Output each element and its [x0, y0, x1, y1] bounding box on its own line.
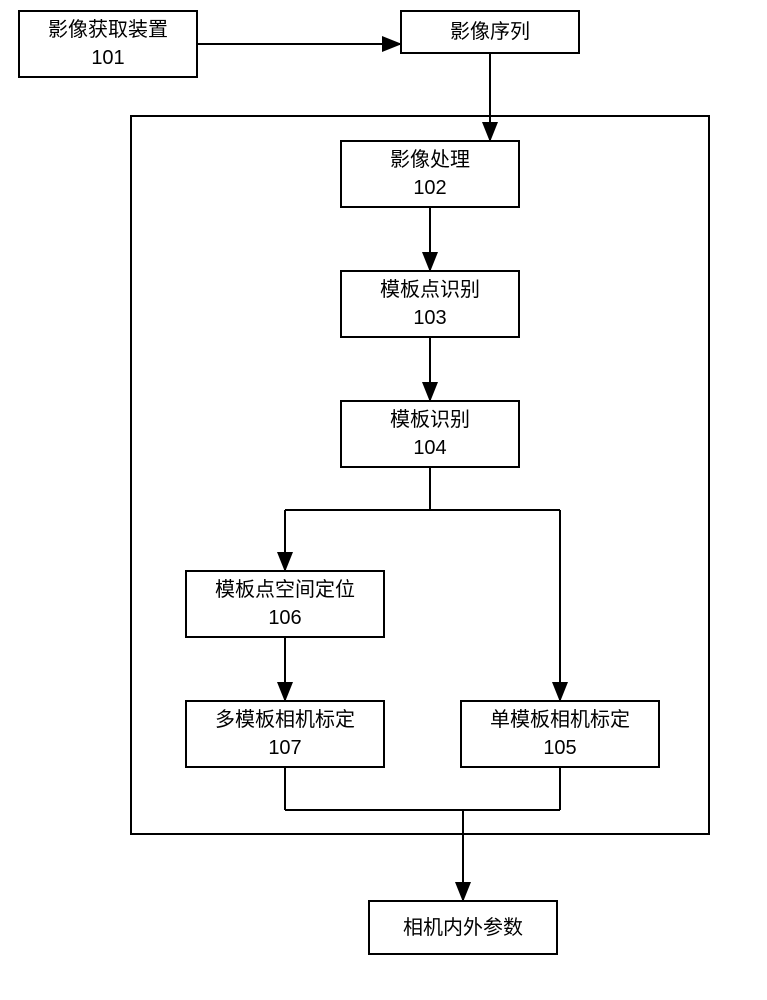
node-106-label: 模板点空间定位 — [215, 576, 355, 604]
node-103: 模板点识别 103 — [340, 270, 520, 338]
node-105-id: 105 — [543, 734, 576, 762]
node-107-id: 107 — [268, 734, 301, 762]
node-102: 影像处理 102 — [340, 140, 520, 208]
node-101-id: 101 — [91, 44, 124, 72]
node-output: 相机内外参数 — [368, 900, 558, 955]
node-105-label: 单模板相机标定 — [490, 706, 630, 734]
node-104-id: 104 — [413, 434, 446, 462]
node-106: 模板点空间定位 106 — [185, 570, 385, 638]
node-104-label: 模板识别 — [390, 406, 470, 434]
node-102-id: 102 — [413, 174, 446, 202]
node-101-label: 影像获取装置 — [48, 16, 168, 44]
node-102-label: 影像处理 — [390, 146, 470, 174]
node-103-label: 模板点识别 — [380, 276, 480, 304]
node-107: 多模板相机标定 107 — [185, 700, 385, 768]
node-sequence: 影像序列 — [400, 10, 580, 54]
node-output-label: 相机内外参数 — [403, 914, 523, 942]
node-106-id: 106 — [268, 604, 301, 632]
node-104: 模板识别 104 — [340, 400, 520, 468]
node-sequence-label: 影像序列 — [450, 18, 530, 46]
node-101: 影像获取装置 101 — [18, 10, 198, 78]
node-103-id: 103 — [413, 304, 446, 332]
node-107-label: 多模板相机标定 — [215, 706, 355, 734]
node-105: 单模板相机标定 105 — [460, 700, 660, 768]
